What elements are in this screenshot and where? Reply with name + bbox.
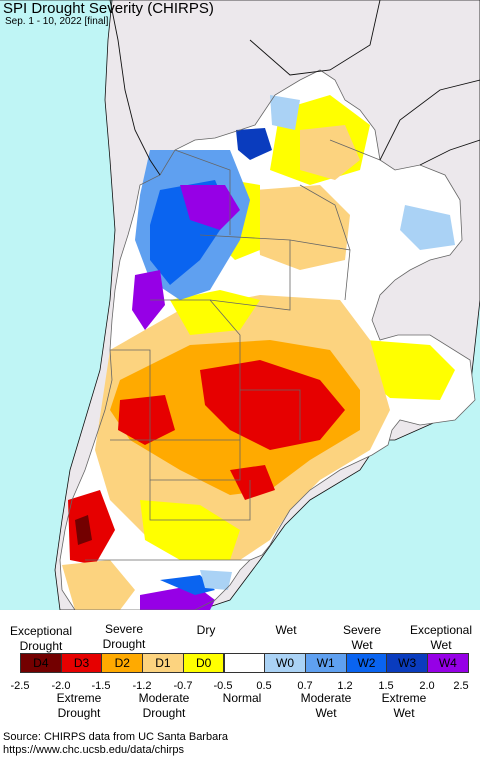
map-canvas (0, 0, 480, 610)
legend-tick: 2.0 (419, 680, 435, 692)
legend-swatch-d1: D1 (142, 653, 184, 673)
patch-d0-east (365, 340, 455, 400)
patch-d0-patagonia (140, 500, 240, 560)
patch-w2-south (160, 575, 215, 595)
legend-label-severe-wet: Severe Wet (330, 623, 394, 653)
legend-label-line: Drought (142, 706, 186, 720)
legend-label-line: Moderate (138, 691, 190, 705)
patch-w3-north (236, 128, 272, 160)
legend-swatch-w2: W2 (345, 653, 388, 673)
legend-label-severe-drought: Severe Drought (85, 622, 163, 652)
spi-patches (62, 95, 455, 610)
legend-label-normal: Normal (212, 691, 272, 706)
legend: Exceptional Drought Severe Drought Dry W… (0, 610, 480, 730)
legend-tick: 1.5 (378, 680, 394, 692)
patch-d1-yellow-cuyo (170, 290, 260, 335)
legend-swatch-w3: W3 (386, 653, 428, 673)
legend-label-line: Exceptional (409, 623, 473, 637)
map-subtitle: Sep. 1 - 10, 2022 [final] (5, 16, 109, 27)
legend-tick: 0.7 (297, 680, 313, 692)
map-title: SPI Drought Severity (CHIRPS) (3, 0, 214, 17)
legend-swatch-d0: D0 (182, 653, 225, 673)
patch-d3-west (118, 395, 175, 445)
legend-label-line: Moderate (300, 691, 352, 705)
source-url: https://www.chc.ucsb.edu/data/chirps (3, 744, 184, 756)
legend-label-exceptional-drought: Exceptional Drought (0, 624, 82, 654)
patch-w0-north (270, 95, 300, 130)
legend-label-line: Wet (275, 623, 297, 637)
legend-swatch-w4: W4 (427, 653, 469, 673)
legend-label-line: Drought (102, 637, 146, 651)
legend-label-line: Dry (196, 623, 216, 637)
legend-label-line: Wet (393, 706, 415, 720)
legend-label-extreme-drought: Extreme Drought (40, 691, 118, 721)
legend-label-extreme-wet: Extreme Wet (364, 691, 444, 721)
drought-map: SPI Drought Severity (CHIRPS) Sep. 1 - 1… (0, 0, 480, 610)
legend-tick: 2.5 (453, 680, 469, 692)
patch-d1-sw (62, 560, 135, 610)
patch-d3-sw (68, 490, 115, 565)
legend-tick: -1.2 (132, 680, 152, 692)
patch-w0-south (200, 570, 232, 590)
legend-label-line: Wet (315, 706, 337, 720)
country-borders (109, 0, 480, 176)
legend-label-line: Severe (104, 622, 144, 636)
legend-label-line: Wet (351, 638, 373, 652)
patch-w4-nw (180, 185, 240, 230)
legend-label-moderate-drought: Moderate Drought (124, 691, 204, 721)
patch-d1-north (300, 125, 360, 180)
patch-d3-central (200, 360, 345, 450)
patch-w4-nw2 (132, 270, 165, 330)
legend-label-exceptional-wet: Exceptional Wet (402, 623, 480, 653)
source-line: Source: CHIRPS data from UC Santa Barbar… (3, 731, 228, 743)
legend-label-line: Drought (57, 706, 101, 720)
legend-tick: -1.5 (91, 680, 111, 692)
legend-swatch-w0: W0 (264, 653, 306, 673)
legend-label-dry: Dry (176, 623, 236, 638)
legend-swatch-normal (223, 653, 266, 673)
legend-label-moderate-wet: Moderate Wet (286, 691, 366, 721)
legend-swatch-w1: W1 (304, 653, 347, 673)
legend-swatch-d2: D2 (101, 653, 144, 673)
legend-label-line: Severe (342, 623, 382, 637)
legend-label-line: Wet (430, 638, 452, 652)
legend-label-line: Extreme (56, 691, 102, 705)
legend-tick: 0.5 (256, 680, 272, 692)
legend-label-line: Exceptional (9, 624, 73, 638)
patch-d3-south (230, 465, 275, 500)
patch-d1-chaco (255, 185, 350, 270)
legend-tick: -2.5 (10, 680, 30, 692)
legend-swatch-d4: D4 (20, 653, 62, 673)
legend-tick: 1.2 (337, 680, 353, 692)
legend-label-line: Normal (222, 691, 262, 705)
legend-swatch-d3: D3 (60, 653, 103, 673)
legend-tick: -0.5 (213, 680, 233, 692)
legend-label-wet: Wet (256, 623, 316, 638)
patch-d4-sw (75, 515, 92, 545)
legend-label-line: Drought (19, 639, 63, 653)
legend-tick: -0.7 (173, 680, 193, 692)
legend-tick: -2.0 (51, 680, 71, 692)
patch-w0-east (400, 205, 455, 250)
legend-label-line: Extreme (381, 691, 427, 705)
admin-borders (59, 69, 476, 610)
